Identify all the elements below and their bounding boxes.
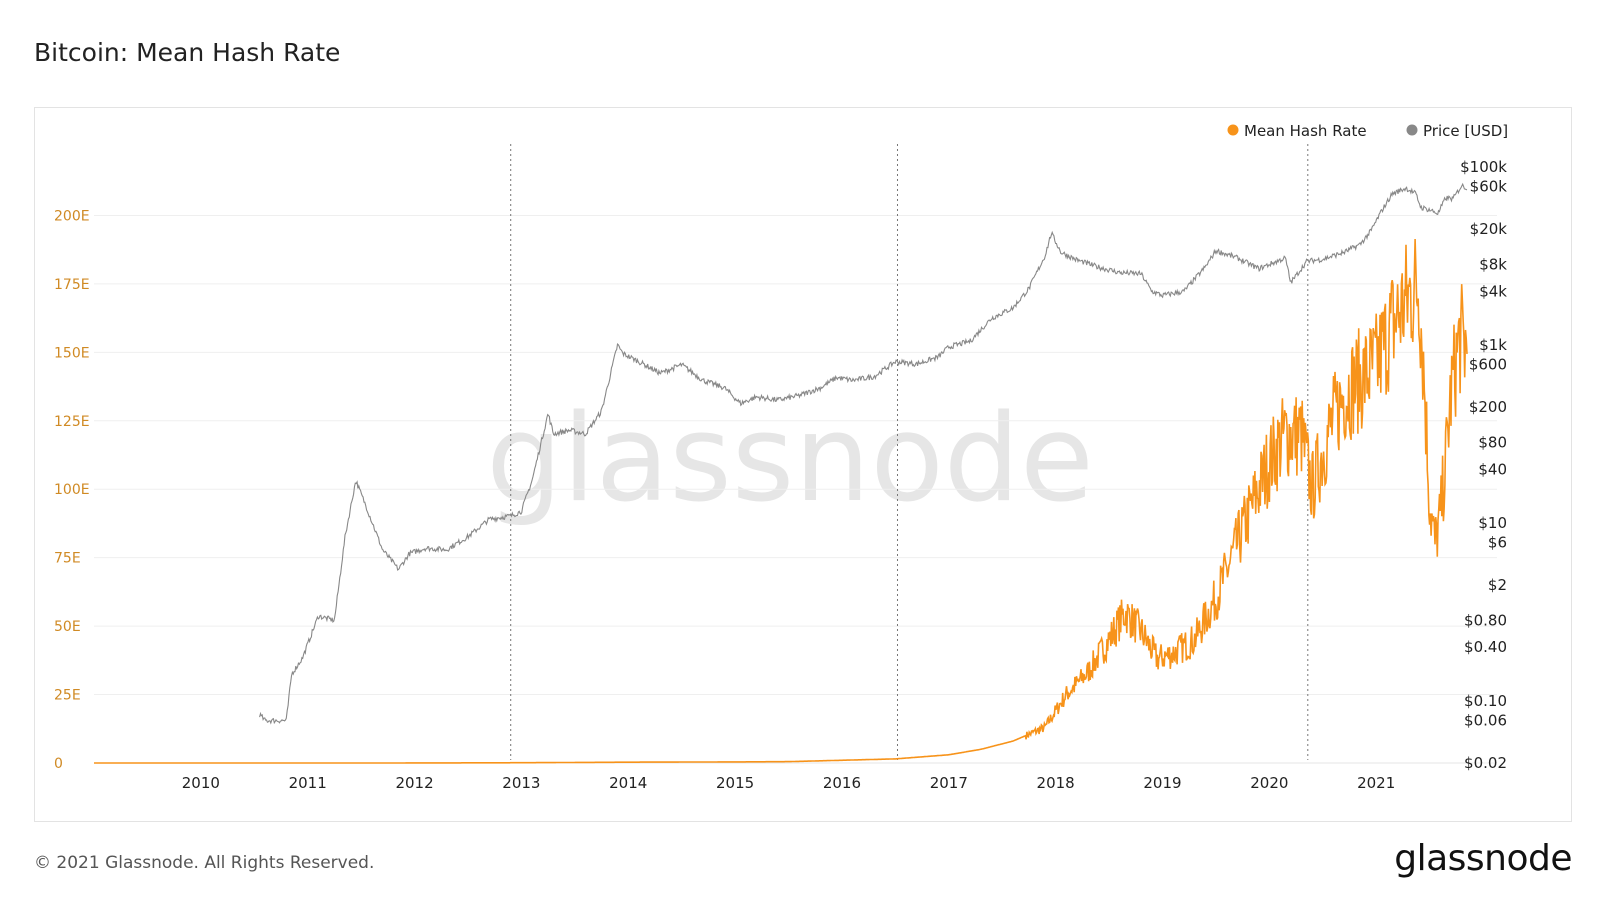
copyright-text: © 2021 Glassnode. All Rights Reserved. bbox=[34, 853, 375, 873]
legend-label: Price [USD] bbox=[1423, 122, 1508, 140]
grid-layer bbox=[94, 214, 1497, 764]
right-axis-tick-label: $0.02 bbox=[1464, 754, 1507, 772]
left-axis-tick-label: 100E bbox=[54, 482, 90, 498]
x-axis-tick-label: 2010 bbox=[182, 774, 220, 792]
right-axis-tick-label: $40 bbox=[1478, 460, 1507, 478]
x-axis-tick-label: 2011 bbox=[289, 774, 327, 792]
hash-rate-chart: glassnode 0 25E 50E 75E 100E 125E 150E 175E 200E… bbox=[54, 122, 1509, 792]
hash-rate-line bbox=[94, 238, 1468, 764]
chart-frame: glassnode 0 25E 50E 75E 100E 125E 150E 175E 200E… bbox=[34, 107, 1572, 822]
legend[interactable]: Mean Hash Rate Price [USD] bbox=[1227, 122, 1509, 140]
x-axis-tick-label: 2020 bbox=[1250, 774, 1288, 792]
x-axis-tick-label: 2016 bbox=[823, 774, 861, 792]
left-axis-tick-label: 200E bbox=[54, 208, 90, 224]
x-axis-tick-label: 2015 bbox=[716, 774, 754, 792]
right-axis-tick-label: $0.80 bbox=[1464, 611, 1507, 629]
right-axis-tick-label: $80 bbox=[1478, 434, 1507, 452]
right-axis-tick-label: $2 bbox=[1488, 576, 1507, 594]
right-axis-tick-label: $200 bbox=[1469, 398, 1507, 416]
left-axis-tick-label: 175E bbox=[54, 277, 90, 293]
legend-label: Mean Hash Rate bbox=[1244, 122, 1367, 140]
price-series bbox=[259, 182, 1468, 725]
right-axis-tick-label: $600 bbox=[1469, 356, 1507, 374]
left-axis-tick-label: 50E bbox=[54, 619, 81, 635]
hash-rate-series bbox=[94, 238, 1468, 764]
x-axis-tick-label: 2018 bbox=[1037, 774, 1075, 792]
legend-dot bbox=[1406, 124, 1418, 136]
axis-layer: 0 25E 50E 75E 100E 125E 150E 175E 200E $100k $60k $… bbox=[54, 158, 1507, 792]
right-axis-tick-label: $100k bbox=[1460, 158, 1507, 176]
price-line bbox=[259, 182, 1468, 725]
x-axis-tick-label: 2017 bbox=[930, 774, 968, 792]
left-axis-tick-label: 0 bbox=[54, 756, 63, 772]
legend-item-price[interactable]: Price [USD] bbox=[1406, 122, 1509, 140]
right-axis-tick-label: $20k bbox=[1470, 220, 1508, 238]
right-axis-tick-label: $0.40 bbox=[1464, 638, 1507, 656]
glassnode-logo[interactable]: glassnode bbox=[1394, 838, 1572, 879]
left-axis-tick-label: 25E bbox=[54, 688, 81, 704]
left-axis-tick-label: 75E bbox=[54, 551, 81, 567]
x-axis-tick-label: 2019 bbox=[1143, 774, 1181, 792]
right-axis-tick-label: $4k bbox=[1479, 282, 1507, 300]
left-axis-tick-label: 125E bbox=[54, 414, 90, 430]
right-axis-tick-label: $10 bbox=[1478, 514, 1507, 532]
x-axis-tick-label: 2021 bbox=[1357, 774, 1395, 792]
left-axis-tick-label: 150E bbox=[54, 345, 90, 361]
x-axis-tick-label: 2013 bbox=[502, 774, 540, 792]
right-axis-tick-label: $60k bbox=[1470, 178, 1508, 196]
right-axis-tick-label: $0.10 bbox=[1464, 692, 1507, 710]
right-axis-tick-label: $0.06 bbox=[1464, 712, 1507, 730]
legend-dot bbox=[1227, 124, 1239, 136]
right-axis-tick-label: $6 bbox=[1488, 534, 1507, 552]
page-title: Bitcoin: Mean Hash Rate bbox=[34, 38, 341, 67]
x-axis-tick-label: 2014 bbox=[609, 774, 647, 792]
right-axis-tick-label: $1k bbox=[1479, 336, 1507, 354]
x-axis-tick-label: 2012 bbox=[395, 774, 433, 792]
right-axis-tick-label: $8k bbox=[1479, 256, 1507, 274]
legend-item-hash-rate[interactable]: Mean Hash Rate bbox=[1227, 122, 1367, 140]
watermark: glassnode bbox=[486, 390, 1094, 529]
